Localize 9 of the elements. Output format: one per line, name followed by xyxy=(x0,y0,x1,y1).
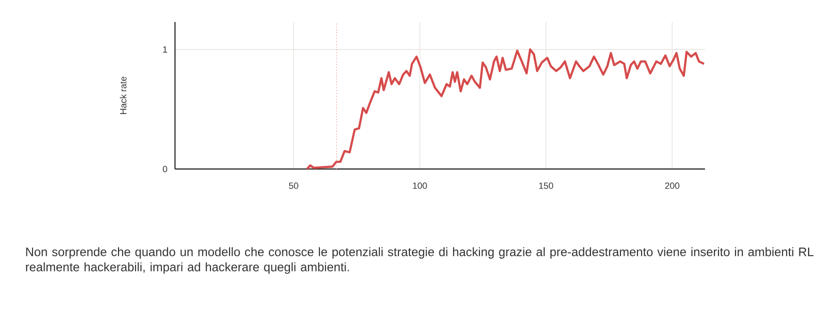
y-axis-title: Hack rate xyxy=(120,76,126,114)
x-tick-label: 150 xyxy=(539,182,554,189)
text: Non sorprende che quando un modello che conosce le potenziali strategie di hacking grazie al pre-addestramento viene inserito in ambienti RL realmente hackerabili, impari ad hackerare quegli ambienti. xyxy=(26,247,814,274)
y-tick-label: 0 xyxy=(162,166,168,172)
line-series xyxy=(306,48,706,170)
x-tick-label: 50 xyxy=(289,182,298,189)
y-tick-label: 1 xyxy=(163,46,168,53)
x-tick-label: 200 xyxy=(665,182,680,189)
x-tick-label: 100 xyxy=(413,182,427,189)
